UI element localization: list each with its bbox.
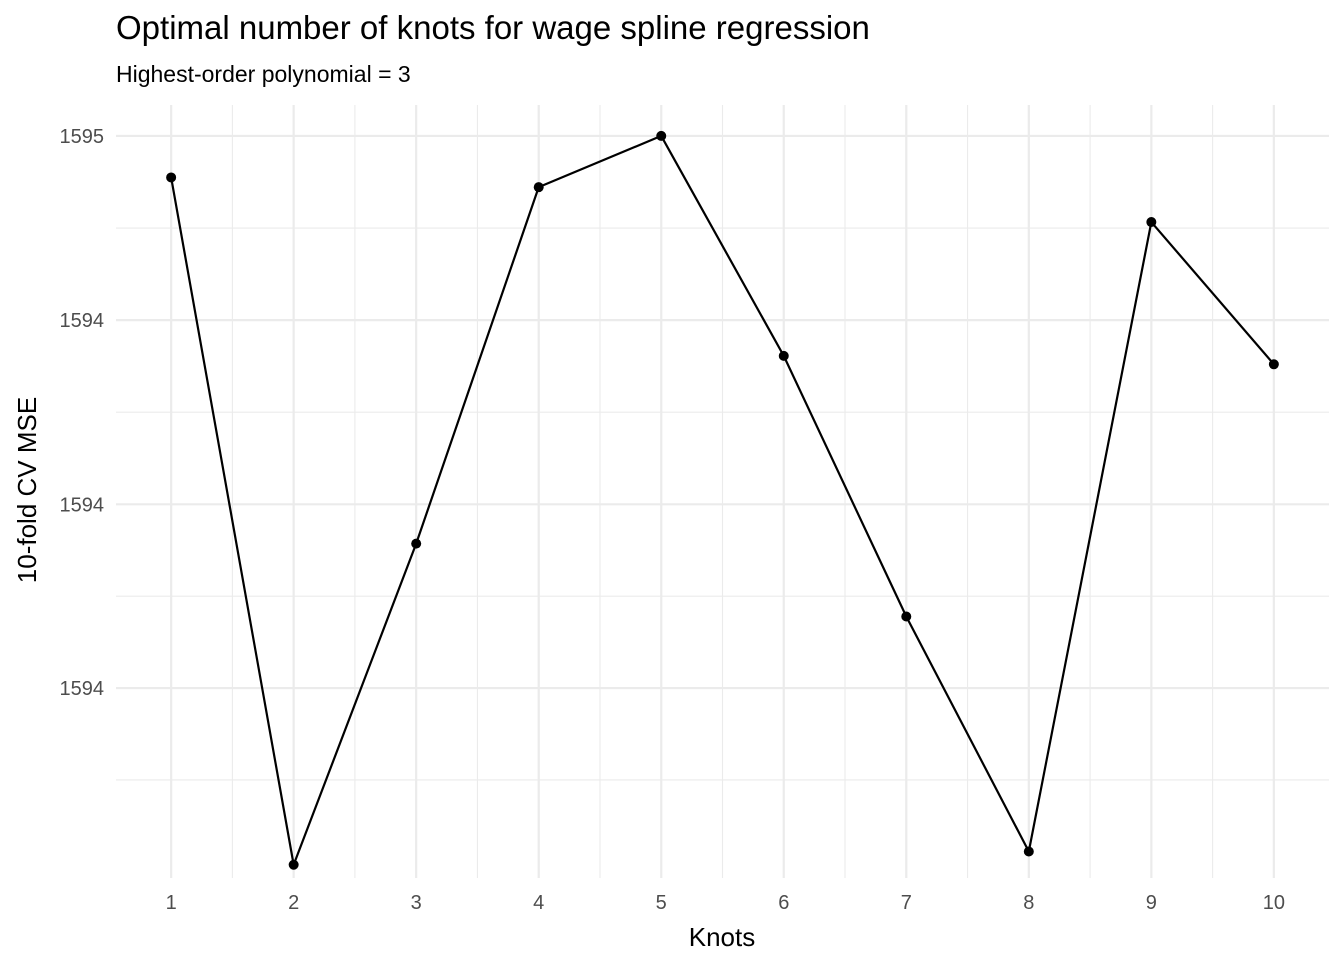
- x-tick-label: 6: [778, 892, 789, 914]
- cv-mse-line: [170, 134, 1275, 866]
- data-point: [901, 611, 912, 622]
- x-tick-label: 3: [411, 892, 422, 914]
- x-tick-label: 1: [166, 892, 177, 914]
- x-tick-label: 10: [1263, 892, 1285, 914]
- y-axis-ticks: 1594 1594 1594 1595: [60, 126, 105, 700]
- y-tick-label: 1594: [60, 310, 105, 332]
- grid: [116, 105, 1329, 878]
- x-tick-label: 2: [288, 892, 299, 914]
- data-point: [533, 182, 544, 193]
- series-layer: [166, 130, 1279, 870]
- data-point: [778, 350, 789, 361]
- chart-title: Optimal number of knots for wage spline …: [116, 9, 870, 46]
- y-tick-label: 1594: [60, 494, 105, 516]
- y-tick-label: 1594: [60, 678, 105, 700]
- y-tick-label: 1595: [60, 126, 105, 148]
- data-point: [166, 172, 177, 183]
- x-tick-label: 7: [901, 892, 912, 914]
- x-tick-label: 5: [656, 892, 667, 914]
- data-point: [1268, 359, 1279, 370]
- data-point: [656, 130, 667, 141]
- x-axis-title: Knots: [689, 922, 756, 952]
- y-axis-title: 10-fold CV MSE: [12, 397, 42, 583]
- chart-subtitle: Highest-order polynomial = 3: [116, 61, 411, 87]
- data-point: [288, 859, 299, 870]
- x-axis-ticks: 1 2 3 4 5 6 7 8 9 10: [166, 892, 1285, 914]
- data-point: [411, 538, 422, 549]
- x-tick-label: 9: [1146, 892, 1157, 914]
- data-point: [1146, 217, 1157, 228]
- data-point: [1023, 846, 1034, 857]
- x-tick-label: 4: [533, 892, 544, 914]
- x-tick-label: 8: [1023, 892, 1034, 914]
